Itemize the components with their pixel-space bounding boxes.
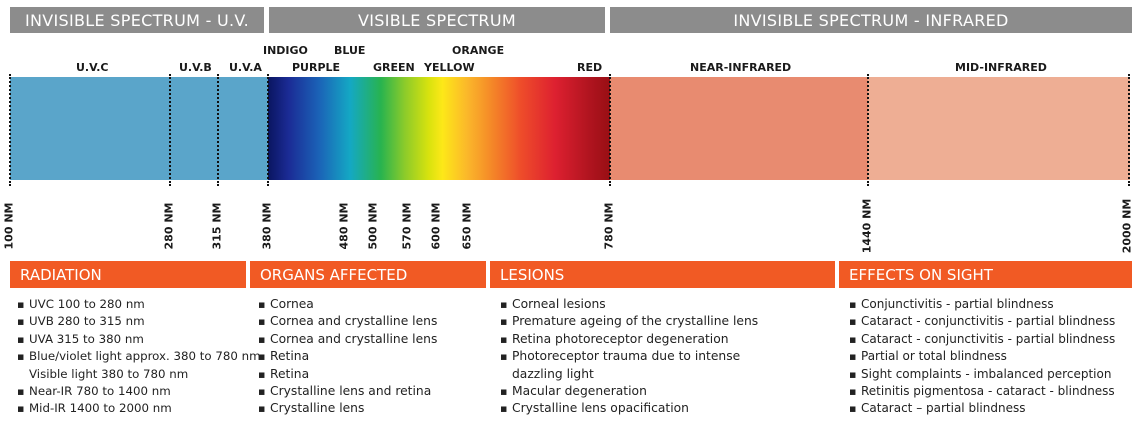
list-item: Retina photoreceptor degeneration — [500, 331, 758, 349]
tick-600nm: 600 NM — [429, 202, 443, 250]
tick-380nm: 380 NM — [260, 202, 274, 250]
tick-280nm: 280 NM — [162, 202, 176, 250]
list-item: Macular degeneration — [500, 383, 758, 401]
organs-affected-header: ORGANS AFFECTED — [250, 261, 486, 288]
list-item: Crystalline lens — [258, 400, 437, 418]
tick-315nm: 315 NM — [210, 202, 224, 250]
list-item: UVA 315 to 380 nm — [17, 331, 261, 349]
list-item: Photoreceptor trauma due to intense — [500, 348, 758, 366]
list-item: Sight complaints - imbalanced perception — [849, 366, 1115, 384]
divider-100nm — [9, 74, 11, 186]
list-item: UVC 100 to 280 nm — [17, 296, 261, 314]
list-item: Blue/violet light approx. 380 to 780 nm — [17, 348, 261, 366]
list-item: dazzling light — [512, 366, 594, 381]
label-uva: U.V.A — [229, 61, 262, 74]
list-item: Cornea — [258, 296, 437, 314]
organs-affected-list: Cornea Cornea and crystalline lens Corne… — [258, 296, 437, 418]
list-item: Cornea and crystalline lens — [258, 331, 437, 349]
list-item: Cataract – partial blindness — [849, 400, 1115, 418]
divider-780nm — [609, 74, 611, 186]
effects-on-sight-header: EFFECTS ON SIGHT — [839, 261, 1132, 288]
label-uvb: U.V.B — [179, 61, 212, 74]
list-item: Crystalline lens and retina — [258, 383, 437, 401]
list-item: Crystalline lens opacification — [500, 400, 758, 418]
lesions-header: LESIONS — [490, 261, 835, 288]
radiation-header: RADIATION — [10, 261, 246, 288]
label-mid-infrared: MID-INFRARED — [955, 61, 1047, 74]
label-purple: PURPLE — [292, 61, 341, 74]
label-uvc: U.V.C — [76, 61, 109, 74]
label-blue: BLUE — [334, 44, 366, 57]
infrared-spectrum-header: INVISIBLE SPECTRUM - INFRARED — [610, 7, 1132, 33]
list-item: Retina — [258, 348, 437, 366]
divider-315nm — [217, 74, 219, 186]
label-orange: ORANGE — [452, 44, 505, 57]
list-item: UVB 280 to 315 nm — [17, 313, 261, 331]
divider-380nm — [267, 74, 269, 186]
tick-2000nm: 2000 NM — [1120, 198, 1134, 254]
effects-on-sight-list: Conjunctivitis - partial blindness Catar… — [849, 296, 1115, 418]
label-red: RED — [577, 61, 603, 74]
tick-100nm: 100 NM — [2, 202, 16, 250]
radiation-list: UVC 100 to 280 nm UVB 280 to 315 nm UVA … — [17, 296, 261, 418]
divider-280nm — [169, 74, 171, 186]
divider-1440nm — [867, 74, 869, 186]
tick-570nm: 570 NM — [400, 202, 414, 250]
mid-infrared-band — [868, 77, 1130, 180]
tick-500nm: 500 NM — [366, 202, 380, 250]
list-item: Conjunctivitis - partial blindness — [849, 296, 1115, 314]
divider-2000nm — [1128, 74, 1130, 186]
visible-spectrum-header: VISIBLE SPECTRUM — [269, 7, 605, 33]
list-item: Cataract - conjunctivitis - partial blin… — [849, 331, 1115, 349]
list-item: Retina — [258, 366, 437, 384]
tick-650nm: 650 NM — [460, 202, 474, 250]
visible-band — [268, 77, 610, 180]
uv-band — [10, 77, 268, 180]
label-green: GREEN — [373, 61, 415, 74]
tick-1440nm: 1440 NM — [860, 198, 874, 254]
lesions-list: Corneal lesions Premature ageing of the … — [500, 296, 758, 418]
uv-spectrum-header: INVISIBLE SPECTRUM - U.V. — [10, 7, 264, 33]
label-near-infrared: NEAR-INFRARED — [690, 61, 792, 74]
list-item: Mid-IR 1400 to 2000 nm — [17, 400, 261, 418]
label-yellow: YELLOW — [424, 61, 475, 74]
list-item: Corneal lesions — [500, 296, 758, 314]
list-item: Partial or total blindness — [849, 348, 1115, 366]
list-item: Premature ageing of the crystalline lens — [500, 313, 758, 331]
near-infrared-band — [610, 77, 868, 180]
tick-780nm: 780 NM — [602, 202, 616, 250]
label-indigo: INDIGO — [263, 44, 308, 57]
tick-480nm: 480 NM — [337, 202, 351, 250]
list-item: Near-IR 780 to 1400 nm — [17, 383, 261, 401]
list-item: Visible light 380 to 780 nm — [29, 366, 189, 381]
list-item: Cataract - conjunctivitis - partial blin… — [849, 313, 1115, 331]
list-item: Cornea and crystalline lens — [258, 313, 437, 331]
list-item: Retinitis pigmentosa - cataract - blindn… — [849, 383, 1115, 401]
